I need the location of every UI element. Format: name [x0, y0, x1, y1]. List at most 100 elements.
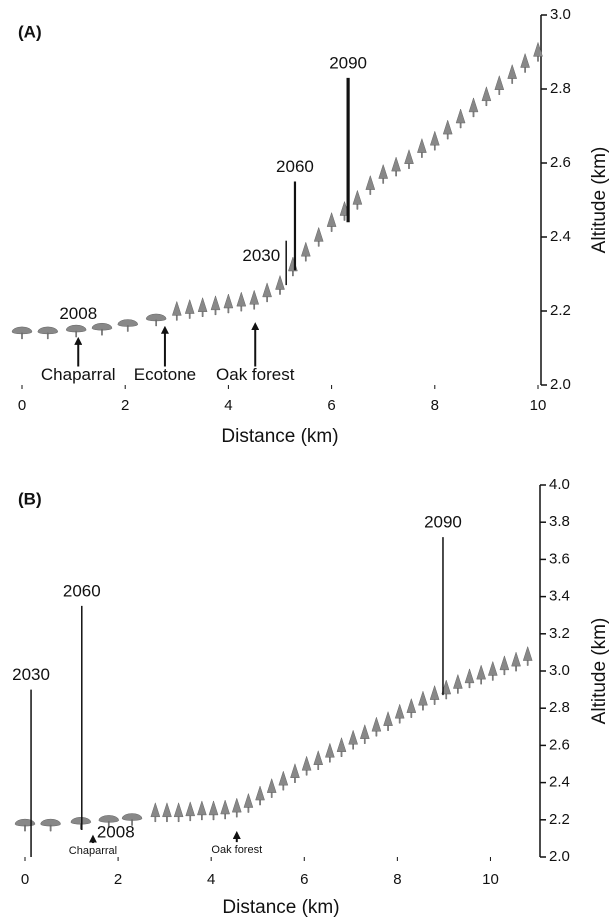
y-tick-label: 4.0	[549, 476, 570, 493]
year-label: 2008	[97, 822, 135, 841]
tree	[359, 723, 370, 744]
arrow-label: Oak forest	[216, 365, 295, 384]
tree	[453, 673, 463, 694]
tree	[290, 762, 300, 783]
tree	[249, 289, 260, 310]
x-tick-label: 4	[207, 871, 215, 888]
y-tick-label: 2.2	[549, 811, 570, 828]
x-tick-label: 2	[114, 871, 122, 888]
year-label: 2060	[63, 581, 101, 600]
tree	[197, 800, 207, 821]
y-tick-label: 3.8	[549, 513, 570, 530]
tree	[499, 655, 510, 676]
x-tick-label: 6	[327, 397, 335, 414]
tree	[404, 148, 414, 169]
y-tick-label: 3.6	[549, 550, 570, 567]
tree	[243, 792, 254, 813]
year-label: 2090	[424, 513, 462, 532]
tree	[210, 295, 221, 316]
y-tick-label: 2.6	[550, 154, 571, 171]
tree	[383, 710, 393, 731]
tree	[255, 785, 265, 806]
year-label: 2030	[242, 246, 280, 265]
tree	[520, 52, 530, 73]
y-tick-label: 2.0	[549, 848, 570, 865]
tree	[429, 130, 440, 151]
y-tick-label: 2.2	[550, 302, 571, 319]
tree	[162, 801, 172, 823]
tree	[236, 291, 247, 312]
shrub	[98, 815, 120, 828]
arrow-label: Chaparral	[69, 845, 117, 857]
y-tick-label: 2.0	[550, 376, 571, 393]
tree	[487, 660, 498, 681]
tree	[301, 755, 312, 776]
tree	[262, 282, 272, 303]
x-tick-label: 0	[21, 871, 29, 888]
tree	[171, 300, 182, 321]
tree	[391, 156, 401, 177]
tree	[417, 137, 427, 158]
tree	[522, 645, 533, 666]
tree	[184, 298, 195, 319]
tree	[185, 801, 196, 822]
x-tick-label: 8	[393, 871, 401, 888]
panel-label: (A)	[18, 22, 42, 41]
tree	[476, 664, 486, 685]
year-label: 2090	[329, 53, 367, 72]
tree	[208, 800, 219, 821]
shrub	[91, 322, 113, 336]
y-tick-label: 2.4	[549, 774, 570, 791]
y-tick-label: 3.4	[549, 588, 570, 605]
tree	[313, 749, 324, 770]
shrub	[121, 813, 143, 826]
shrub	[117, 319, 139, 332]
tree	[220, 799, 230, 820]
y-tick-label: 2.8	[549, 699, 570, 716]
tree	[429, 684, 440, 705]
tree	[494, 74, 505, 95]
tree	[313, 226, 324, 247]
tree	[278, 770, 289, 791]
tree	[468, 97, 479, 118]
tree	[325, 742, 335, 763]
shrub	[37, 326, 59, 340]
tree	[455, 108, 466, 129]
x-tick-label: 4	[224, 397, 232, 414]
tree	[378, 163, 389, 184]
tree	[418, 690, 428, 711]
y-tick-label: 3.0	[550, 6, 571, 23]
tree	[481, 85, 492, 107]
y-tick-label: 2.6	[549, 736, 570, 753]
arrow-label: Oak forest	[211, 844, 262, 856]
y-tick-label: 3.0	[549, 662, 570, 679]
tree	[406, 697, 417, 718]
tree	[348, 729, 358, 750]
year-label: 2030	[12, 665, 50, 684]
x-tick-label: 8	[431, 397, 439, 414]
y-tick-label: 2.8	[550, 80, 571, 97]
x-tick-label: 0	[18, 397, 26, 414]
tree	[326, 211, 337, 232]
tree	[511, 651, 521, 672]
shrub	[70, 816, 92, 830]
y-axis-title: Altitude (km)	[589, 618, 610, 725]
tree	[231, 797, 242, 818]
x-tick-label: 10	[530, 397, 547, 414]
tree	[266, 777, 277, 798]
tree	[442, 119, 453, 140]
arrow-label: Chaparral	[41, 365, 116, 384]
tree	[533, 41, 543, 62]
x-axis-title: Distance (km)	[221, 426, 338, 447]
y-axis-title: Altitude (km)	[589, 147, 610, 254]
tree	[394, 703, 405, 724]
y-tick-label: 2.4	[550, 228, 571, 245]
shrub	[14, 818, 36, 832]
tree	[371, 716, 382, 737]
tree	[507, 63, 518, 84]
tree	[336, 736, 347, 757]
x-tick-label: 10	[482, 871, 499, 888]
arrow-label: Ecotone	[134, 365, 196, 384]
shrub	[145, 313, 167, 327]
